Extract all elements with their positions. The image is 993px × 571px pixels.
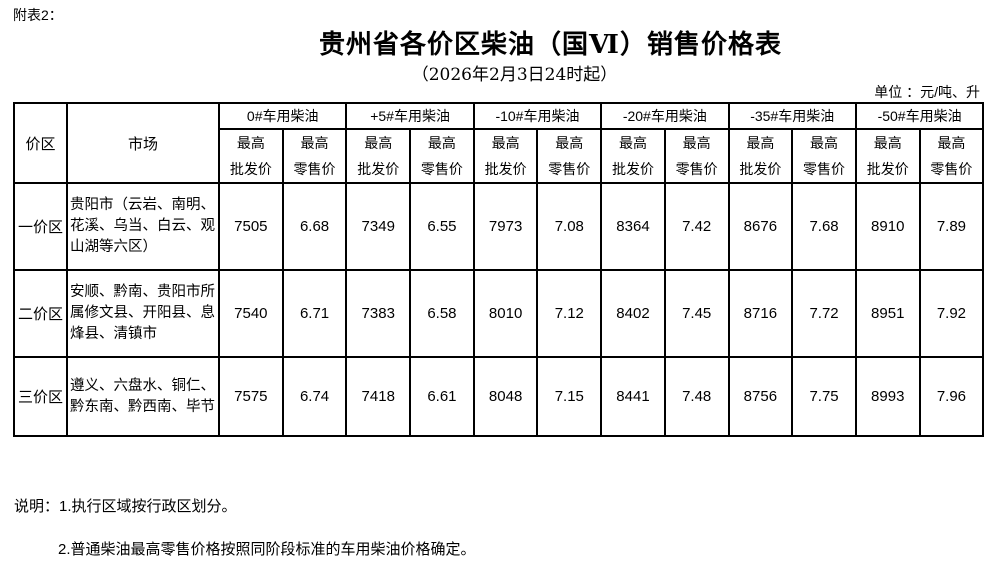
price-cell: 7.96 — [918, 356, 985, 437]
price-cell: 6.71 — [281, 269, 348, 358]
wholesale-subheader: 最高 批发价 — [727, 128, 794, 184]
price-cell: 7.48 — [663, 356, 730, 437]
price-cell: 6.61 — [409, 356, 475, 437]
market-cell: 遵义、六盘水、铜仁、黔东南、黔西南、毕节 — [66, 356, 220, 437]
table-header-row: 价区 市场 0#车用柴油 +5#车用柴油 -10#车用柴油 -20#车用柴油 -… — [13, 102, 985, 184]
price-cell: 8676 — [727, 182, 794, 271]
subheader-line: 批发价 — [357, 161, 400, 177]
subheader-line: 批发价 — [866, 161, 909, 177]
subheader-line: 零售价 — [675, 161, 718, 177]
wholesale-subheader: 最高 批发价 — [854, 128, 921, 184]
price-cell: 8364 — [600, 182, 666, 271]
table-subheader-row: 最高批发价 最高零售价 最高批发价 最高零售价 最高批发价 最高零售价 最高批发… — [14, 128, 985, 184]
subheader-line: 最高 — [746, 135, 775, 151]
price-cell: 8402 — [600, 269, 666, 358]
wholesale-subheader: 最高 批发价 — [345, 128, 412, 184]
fuel-type-header: -10#车用柴油 — [472, 102, 603, 130]
price-cell: 7.15 — [536, 356, 603, 437]
price-cell: 6.58 — [409, 269, 475, 358]
subheader-line: 最高 — [491, 135, 520, 151]
subheader-line: 批发价 — [611, 161, 654, 177]
market-cell: 贵阳市（云岩、南明、花溪、乌当、白云、观山湖等六区） — [66, 182, 220, 271]
subheader-line: 批发价 — [229, 161, 272, 177]
subheader-line: 零售价 — [420, 161, 463, 177]
price-cell: 7.45 — [663, 269, 730, 358]
retail-subheader: 最高 零售价 — [281, 128, 348, 184]
fuel-type-header: -50#车用柴油 — [854, 102, 985, 130]
price-cell: 7.72 — [791, 269, 857, 358]
subheader-line: 最高 — [300, 135, 329, 151]
subheader-line: 零售价 — [930, 161, 973, 177]
attachment-label: 附表2： — [13, 7, 63, 23]
retail-subheader: 最高 零售价 — [918, 128, 985, 184]
fuel-type-header: 0#车用柴油 — [217, 102, 348, 130]
market-column-header: 市场 — [66, 102, 220, 184]
price-table: 价区 市场 0#车用柴油 +5#车用柴油 -10#车用柴油 -20#车用柴油 -… — [13, 102, 985, 437]
price-cell: 7575 — [218, 356, 284, 437]
zone-cell: 三价区 — [13, 356, 68, 437]
price-cell: 8910 — [854, 182, 921, 271]
zone-cell: 一价区 — [13, 182, 68, 271]
retail-subheader: 最高 零售价 — [791, 128, 857, 184]
price-cell: 7.68 — [791, 182, 857, 271]
fuel-type-header: -35#车用柴油 — [727, 102, 857, 130]
price-cell: 7.75 — [791, 356, 857, 437]
page-title: 贵州省各价区柴油（国Ⅵ）销售价格表 — [319, 30, 782, 60]
subheader-line: 最高 — [937, 135, 966, 151]
retail-subheader: 最高 零售价 — [536, 128, 603, 184]
subheader-line: 批发价 — [739, 161, 782, 177]
price-cell: 7505 — [218, 182, 284, 271]
subheader-line: 最高 — [873, 135, 902, 151]
wholesale-subheader: 最高 批发价 — [472, 128, 539, 184]
note-line: 说明：1.执行区域按行政区划分。 — [14, 498, 237, 515]
price-cell: 8951 — [854, 269, 921, 358]
subheader-line: 最高 — [427, 135, 456, 151]
price-cell: 8716 — [727, 269, 794, 358]
subheader-line: 批发价 — [484, 161, 527, 177]
price-cell: 6.74 — [281, 356, 348, 437]
subheader-line: 零售价 — [548, 161, 591, 177]
wholesale-subheader: 最高 批发价 — [218, 128, 284, 184]
retail-subheader: 最高 零售价 — [409, 128, 475, 184]
subheader-line: 最高 — [618, 135, 647, 151]
price-cell: 8441 — [600, 356, 666, 437]
subheader-line: 最高 — [364, 135, 393, 151]
price-cell: 7.92 — [918, 269, 985, 358]
page-subtitle: （2026年2月3日24时起） — [411, 65, 618, 85]
zone-cell: 二价区 — [13, 269, 68, 358]
retail-subheader: 最高 零售价 — [663, 128, 730, 184]
subheader-line: 零售价 — [803, 161, 846, 177]
table-row: 二价区 安顺、黔南、贵阳市所属修文县、开阳县、息烽县、清镇市 7540 6.71… — [13, 269, 985, 358]
price-cell: 6.68 — [281, 182, 348, 271]
table-row: 一价区 贵阳市（云岩、南明、花溪、乌当、白云、观山湖等六区） 7505 6.68… — [13, 182, 985, 271]
wholesale-subheader: 最高 批发价 — [600, 128, 666, 184]
price-cell: 6.55 — [409, 182, 475, 271]
price-cell: 8010 — [472, 269, 539, 358]
price-cell: 7540 — [218, 269, 284, 358]
fuel-type-header: -20#车用柴油 — [600, 102, 730, 130]
price-cell: 8993 — [854, 356, 921, 437]
subheader-line: 最高 — [555, 135, 584, 151]
price-cell: 7383 — [345, 269, 412, 358]
price-cell: 7.12 — [536, 269, 603, 358]
market-cell: 安顺、黔南、贵阳市所属修文县、开阳县、息烽县、清镇市 — [66, 269, 220, 358]
subheader-line: 最高 — [682, 135, 711, 151]
price-cell: 7349 — [345, 182, 412, 271]
subheader-line: 零售价 — [293, 161, 336, 177]
subheader-line: 最高 — [810, 135, 839, 151]
price-cell: 7973 — [472, 182, 539, 271]
price-cell: 7.89 — [918, 182, 985, 271]
zone-column-header: 价区 — [13, 102, 68, 184]
fuel-type-header: +5#车用柴油 — [345, 102, 475, 130]
price-cell: 8756 — [727, 356, 794, 437]
price-cell: 7418 — [345, 356, 412, 437]
price-cell: 7.42 — [663, 182, 730, 271]
price-cell: 7.08 — [536, 182, 603, 271]
note-line: 2.普通柴油最高零售价格按照同阶段标准的车用柴油价格确定。 — [58, 541, 476, 558]
table-row: 三价区 遵义、六盘水、铜仁、黔东南、黔西南、毕节 7575 6.74 7418 … — [13, 356, 985, 437]
unit-label: 单位 ：元/吨、升 — [874, 84, 980, 100]
price-cell: 8048 — [472, 356, 539, 437]
subheader-line: 最高 — [236, 135, 265, 151]
